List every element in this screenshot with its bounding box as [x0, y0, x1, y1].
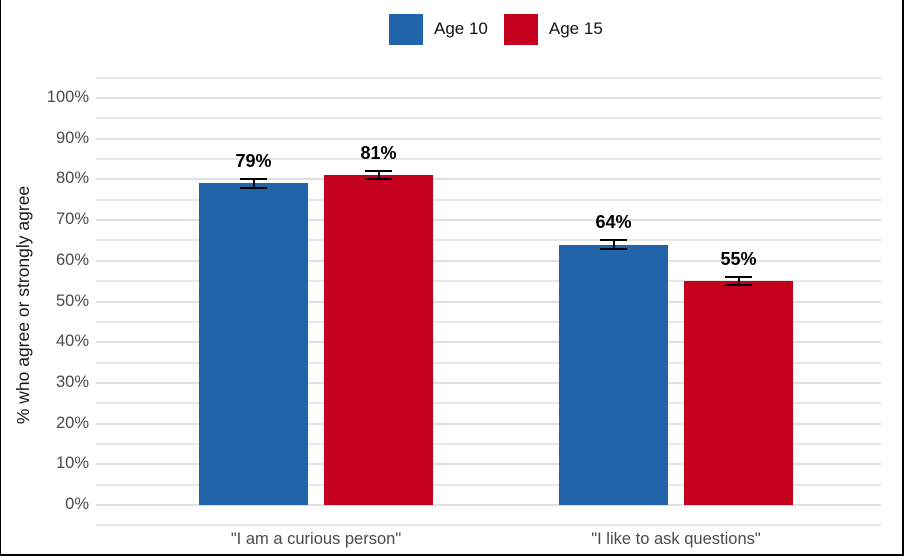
gridline-35 — [96, 361, 881, 364]
gridline-75 — [96, 198, 881, 201]
gridline-30 — [96, 381, 881, 384]
age-10-swatch-icon — [389, 13, 423, 45]
y-tick-label-60: 60% — [55, 250, 89, 269]
y-tick-label-50: 50% — [55, 291, 89, 310]
legend-label-age-10: Age 10 — [434, 19, 488, 38]
gridline-90 — [96, 137, 881, 140]
y-tick-label-70: 70% — [55, 210, 89, 229]
gridline-20 — [96, 422, 881, 425]
error-bar-cap — [240, 186, 267, 189]
error-bar-cap — [600, 239, 627, 242]
error-bar — [377, 171, 380, 180]
gridline-40 — [96, 341, 881, 344]
gridline-85 — [96, 158, 881, 161]
gridline-60 — [96, 259, 881, 262]
gridline-95 — [96, 117, 881, 120]
gridline-45 — [96, 320, 881, 323]
y-tick-label-30: 30% — [55, 372, 89, 391]
error-bar — [612, 240, 615, 249]
error-bar — [252, 179, 255, 188]
bar-age-15-cat1 — [324, 175, 433, 505]
age-15-swatch-icon — [503, 13, 538, 45]
gridline-65 — [96, 239, 881, 242]
legend-item-age-10: Age 10 — [389, 13, 488, 45]
gridline-105 — [96, 76, 881, 79]
legend-item-age-15: Age 15 — [503, 13, 603, 45]
y-tick-label-10: 10% — [55, 454, 89, 473]
y-tick-label-20: 20% — [55, 413, 89, 432]
bar-value-label: 81% — [360, 143, 397, 164]
error-bar-cap — [365, 170, 392, 173]
bar-age-10-cat2 — [559, 244, 668, 505]
bar-value-label: 64% — [595, 212, 632, 233]
gridline-10 — [96, 463, 881, 466]
legend: Age 10 Age 15 — [389, 13, 619, 45]
y-tick-label-40: 40% — [55, 332, 89, 351]
gridline-80 — [96, 178, 881, 181]
gridline-55 — [96, 280, 881, 283]
bar-age-10-cat1 — [199, 183, 308, 505]
error-bar-cap — [240, 178, 267, 181]
bar-age-15-cat2 — [684, 281, 793, 505]
gridline--5 — [96, 524, 881, 527]
gridline-25 — [96, 402, 881, 405]
gridline-15 — [96, 442, 881, 445]
bar-value-label: 55% — [720, 249, 757, 270]
legend-label-age-15: Age 15 — [548, 19, 603, 38]
category-label-1: "I am a curious person" — [230, 530, 402, 548]
category-label-2: "I like to ask questions" — [591, 530, 761, 548]
error-bar — [737, 277, 740, 286]
y-tick-label-0: 0% — [65, 495, 89, 513]
bar-value-label: 79% — [235, 151, 272, 172]
error-bar-cap — [725, 284, 752, 287]
error-bar-cap — [365, 178, 392, 181]
gridline-100 — [96, 97, 881, 99]
gridline-70 — [96, 219, 881, 222]
y-tick-label-100: 100% — [46, 88, 89, 106]
gridline-0 — [96, 504, 881, 506]
error-bar-cap — [725, 276, 752, 279]
gridline-5 — [96, 483, 881, 486]
gridline-50 — [96, 300, 881, 303]
y-tick-label-90: 90% — [55, 128, 89, 147]
plot-area: 79% 81% 64% 55% — [96, 55, 881, 527]
error-bar-cap — [600, 247, 627, 250]
y-tick-label-80: 80% — [55, 169, 89, 188]
